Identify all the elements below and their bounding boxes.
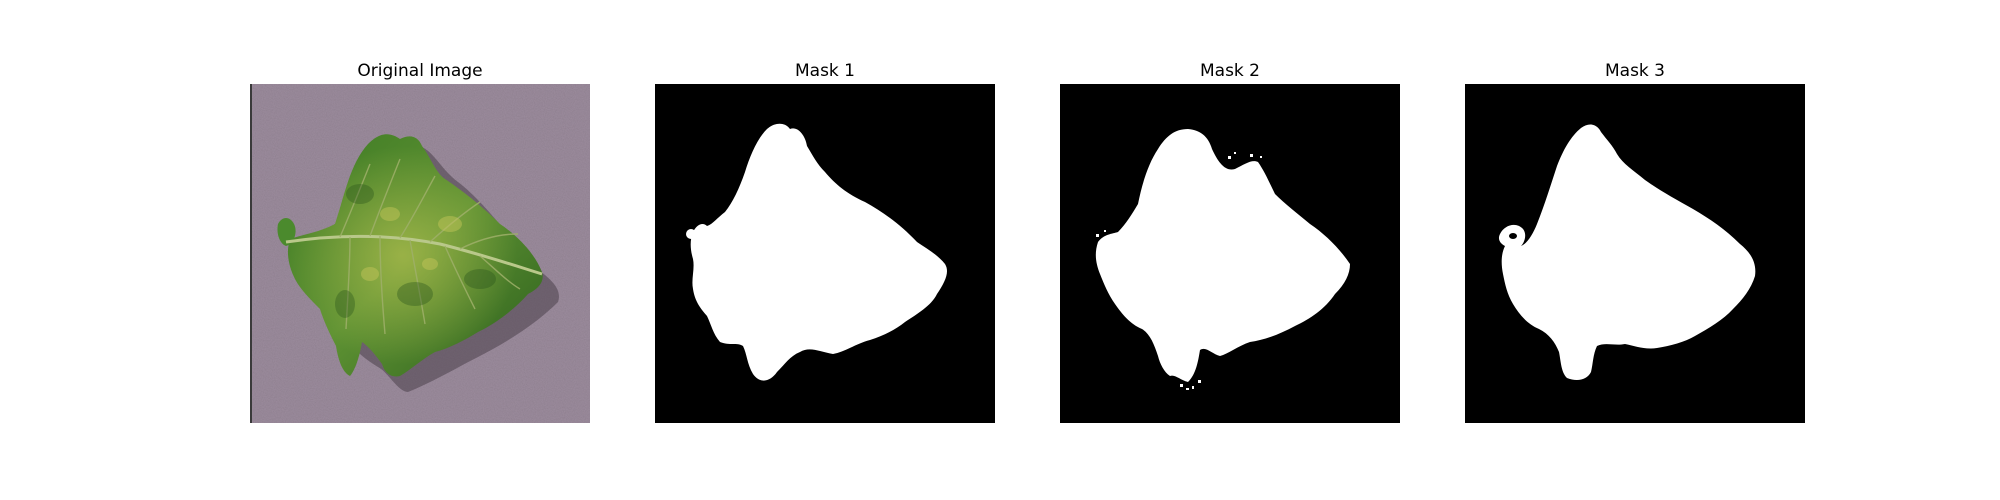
mask-1-image	[655, 84, 995, 423]
panel-title: Mask 2	[1199, 61, 1260, 81]
original-leaf-photo	[250, 84, 590, 423]
panel-mask-2: Mask 2	[1060, 57, 1400, 423]
mask-2-image	[1060, 84, 1400, 423]
panel-original-image: Original Image	[250, 57, 590, 423]
mask-3-image	[1465, 84, 1805, 423]
panel-mask-3: Mask 3	[1465, 57, 1805, 423]
panel-title: Mask 3	[1604, 61, 1665, 81]
panel-title: Original Image	[357, 61, 483, 81]
panel-title: Mask 1	[794, 61, 855, 81]
panel-mask-1: Mask 1	[655, 57, 995, 423]
